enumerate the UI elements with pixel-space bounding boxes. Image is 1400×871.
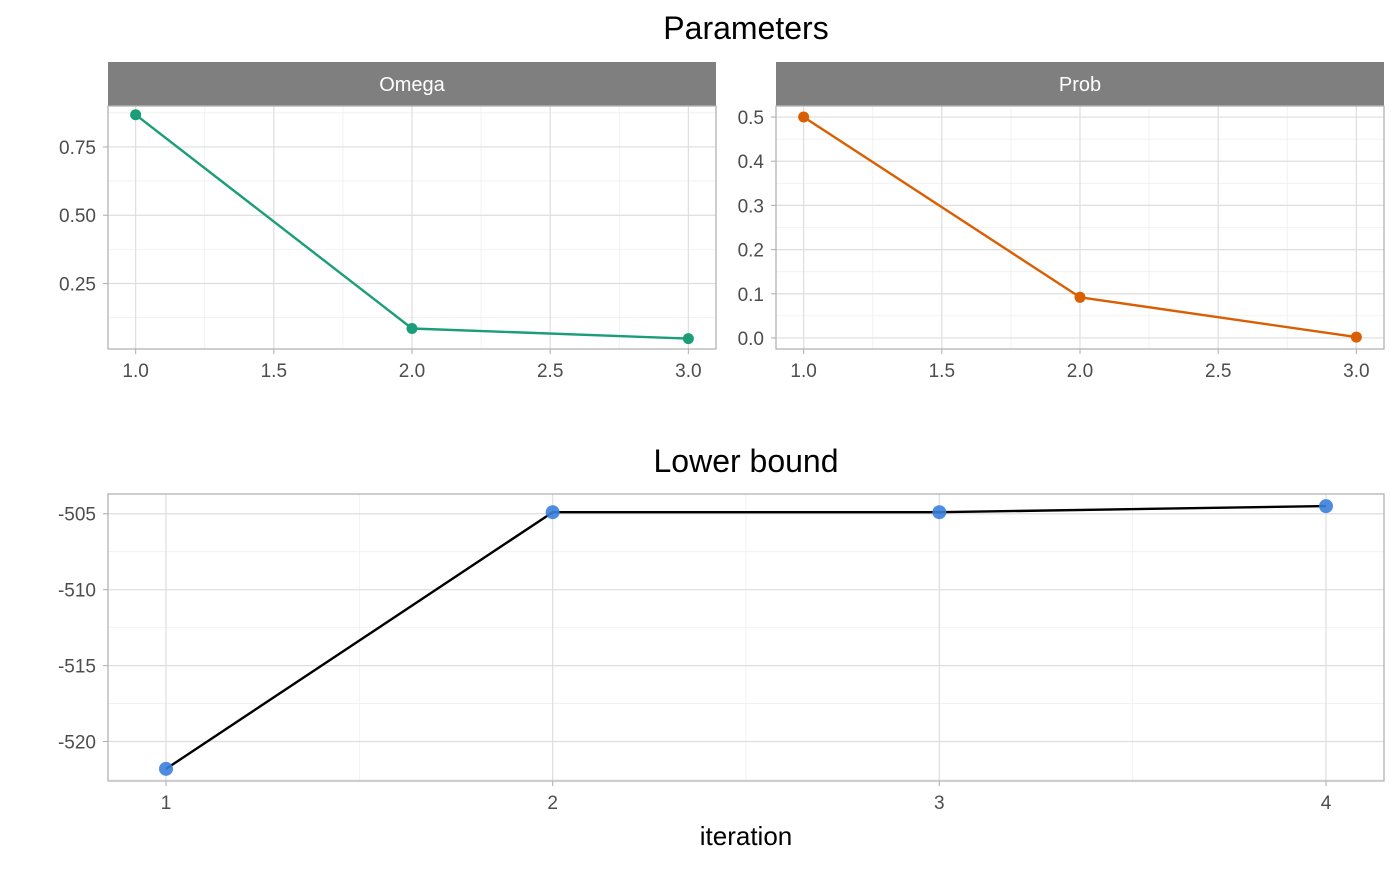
lower-bound-y-tick-label: -510 — [58, 581, 96, 602]
omega-series — [130, 109, 694, 345]
lower-bound-panel-border — [107, 493, 1385, 782]
omega-point — [406, 323, 418, 335]
prob-panel: Prob 1.0 1.5 2.0 2.5 3.0 0.0 0.1 0.2 0.3 0.4 0.5 — [738, 62, 1385, 382]
omega-y-tick-label: 0.50 — [59, 206, 96, 227]
omega-point — [130, 109, 142, 121]
omega-axes: 1.0 1.5 2.0 2.5 3.0 0.25 0.50 0.75 — [59, 138, 702, 382]
prob-point — [798, 111, 810, 123]
prob-x-tick-label: 1.0 — [790, 361, 816, 382]
prob-x-tick-label: 2.5 — [1205, 361, 1231, 382]
lower-bound-series-line — [165, 504, 1327, 770]
lower-bound-y-tick-label: -505 — [58, 505, 96, 526]
lower-bound-x-tick-label: 3 — [934, 793, 945, 814]
parameters-title: Parameters — [663, 10, 828, 46]
prob-x-tick-label: 3.0 — [1343, 361, 1369, 382]
lower-bound-point — [1319, 499, 1333, 514]
prob-y-tick-label: 0.5 — [738, 108, 764, 129]
omega-x-tick-label: 2.5 — [537, 361, 563, 382]
lower-bound-series — [159, 499, 1333, 776]
omega-x-tick-label: 3.0 — [675, 361, 701, 382]
prob-y-tick-label: 0.0 — [738, 329, 764, 350]
prob-y-tick-label: 0.3 — [738, 196, 764, 217]
prob-y-tick-label: 0.4 — [738, 152, 765, 173]
prob-grid — [776, 106, 1384, 349]
omega-y-tick-label: 0.75 — [59, 138, 96, 159]
lower-bound-panel: 1 2 3 4 -520 -515 -510 -505 — [58, 493, 1385, 814]
prob-x-tick-label: 1.5 — [929, 361, 955, 382]
lower-bound-axes: 1 2 3 4 -520 -515 -510 -505 — [58, 505, 1332, 814]
prob-strip-label: Prob — [1059, 74, 1101, 96]
lower-bound-point — [545, 505, 560, 520]
lower-bound-x-tick-label: 4 — [1321, 793, 1332, 814]
omega-strip — [108, 62, 716, 106]
prob-point — [1350, 331, 1362, 343]
prob-strip — [776, 62, 1384, 106]
prob-y-tick-label: 0.1 — [738, 285, 764, 306]
prob-axes: 1.0 1.5 2.0 2.5 3.0 0.0 0.1 0.2 0.3 0.4 0.5 — [738, 108, 1370, 382]
omega-point — [682, 333, 694, 345]
lower-bound-x-tick-label: 2 — [547, 793, 558, 814]
omega-x-tick-label: 1.0 — [122, 361, 148, 382]
omega-strip-label: Omega — [379, 74, 445, 96]
lower-bound-title: Lower bound — [653, 443, 838, 479]
lower-bound-grid — [108, 494, 1384, 781]
prob-x-tick-label: 2.0 — [1067, 361, 1093, 382]
prob-y-tick-label: 0.2 — [738, 241, 764, 262]
lower-bound-point — [932, 505, 947, 520]
omega-y-tick-label: 0.25 — [59, 274, 96, 295]
lower-bound-x-tick-label: 1 — [161, 793, 172, 814]
x-axis-title: iteration — [700, 821, 793, 851]
lower-bound-y-tick-label: -520 — [58, 733, 96, 754]
prob-series — [798, 111, 1362, 343]
lower-bound-point — [159, 761, 173, 776]
omega-x-tick-label: 1.5 — [261, 361, 287, 382]
omega-grid — [108, 106, 716, 349]
omega-x-tick-label: 2.0 — [399, 361, 425, 382]
lower-bound-y-tick-label: -515 — [58, 657, 96, 678]
prob-point — [1074, 291, 1086, 303]
omega-panel: Omega 1.0 1.5 2.0 2.5 3.0 0.25 0.50 0.75 — [59, 62, 717, 382]
